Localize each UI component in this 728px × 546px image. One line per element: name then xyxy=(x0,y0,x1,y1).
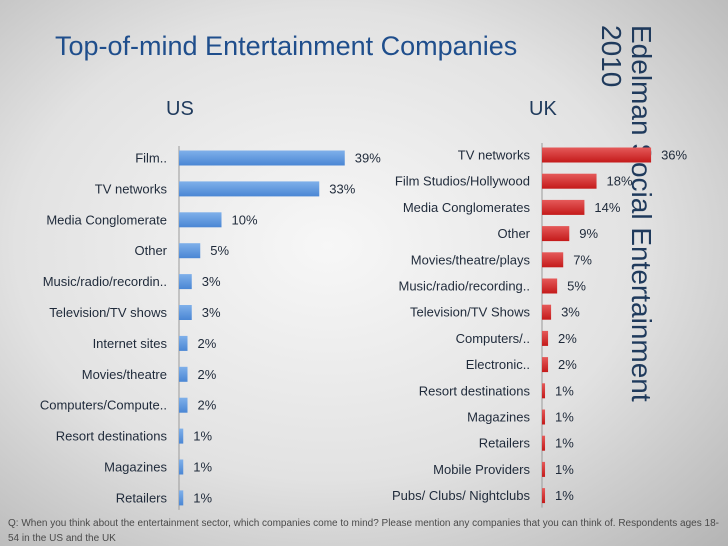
uk-bar xyxy=(542,226,570,242)
uk-category-label: Movies/theatre/plays xyxy=(411,252,531,267)
uk-value-label: 18% xyxy=(607,174,633,189)
uk-bar xyxy=(542,304,552,320)
us-value-label: 5% xyxy=(210,243,229,258)
uk-value-label: 1% xyxy=(555,383,574,398)
us-category-label: Retailers xyxy=(116,490,168,505)
us-value-label: 1% xyxy=(193,460,212,475)
uk-value-label: 1% xyxy=(555,410,574,425)
us-panel-title: US xyxy=(166,98,194,120)
uk-category-label: Computers/.. xyxy=(456,331,530,346)
uk-category-label: Magazines xyxy=(467,410,530,425)
us-category-label: Magazines xyxy=(104,460,167,475)
us-value-label: 1% xyxy=(193,490,212,505)
uk-panel-title: UK xyxy=(529,98,557,120)
page-title: Top-of-mind Entertainment Companies xyxy=(55,31,518,61)
us-bar xyxy=(179,305,192,320)
us-category-label: Internet sites xyxy=(93,336,168,351)
us-category-label: Television/TV shows xyxy=(49,305,167,320)
uk-category-label: TV networks xyxy=(458,148,531,163)
us-value-label: 1% xyxy=(193,429,212,444)
uk-bar xyxy=(542,409,546,425)
us-bar xyxy=(179,274,192,290)
uk-category-label: Retailers xyxy=(479,436,531,451)
us-value-label: 2% xyxy=(198,367,217,382)
uk-value-label: 1% xyxy=(555,436,574,451)
us-category-label: Movies/theatre xyxy=(82,367,167,382)
us-value-label: 2% xyxy=(198,336,217,351)
uk-category-label: Television/TV Shows xyxy=(410,305,530,320)
uk-bar xyxy=(542,199,585,215)
us-bar xyxy=(179,366,188,382)
uk-value-label: 9% xyxy=(579,226,598,241)
us-bar xyxy=(179,335,188,351)
uk-value-label: 2% xyxy=(558,357,577,372)
uk-bar xyxy=(542,488,546,504)
us-value-label: 39% xyxy=(355,151,381,166)
uk-value-label: 1% xyxy=(555,488,574,503)
uk-category-label: Film Studios/Hollywood xyxy=(395,174,530,189)
uk-bar xyxy=(542,357,549,373)
uk-category-label: Other xyxy=(497,226,530,241)
us-value-label: 3% xyxy=(202,305,221,320)
uk-value-label: 1% xyxy=(555,462,574,477)
us-value-label: 3% xyxy=(202,274,221,289)
uk-bar xyxy=(542,252,564,268)
uk-value-label: 3% xyxy=(561,305,580,320)
us-bar xyxy=(179,150,345,166)
us-bar xyxy=(179,181,320,197)
uk-category-label: Electronic.. xyxy=(466,357,530,372)
us-category-label: Music/radio/recordin.. xyxy=(43,274,167,289)
uk-bar xyxy=(542,173,597,189)
us-category-label: Media Conglomerate xyxy=(46,212,167,227)
uk-bar xyxy=(542,435,546,451)
uk-value-label: 2% xyxy=(558,331,577,346)
footnote: Q: When you think about the entertainmen… xyxy=(8,518,719,544)
us-bar xyxy=(179,428,184,444)
uk-bar xyxy=(542,383,546,399)
us-bar xyxy=(179,490,184,506)
us-value-label: 33% xyxy=(329,181,355,196)
us-value-label: 10% xyxy=(232,212,258,227)
us-category-label: Film.. xyxy=(135,151,167,166)
uk-value-label: 5% xyxy=(567,279,586,294)
us-category-label: TV networks xyxy=(95,181,168,196)
uk-value-label: 14% xyxy=(594,200,620,215)
us-bar xyxy=(179,397,188,413)
uk-category-label: Resort destinations xyxy=(419,383,531,398)
uk-bar xyxy=(542,147,652,163)
us-bar xyxy=(179,243,201,259)
us-category-label: Resort destinations xyxy=(56,429,168,444)
uk-value-label: 36% xyxy=(661,148,687,163)
uk-bar xyxy=(542,278,558,294)
us-category-label: Computers/Compute.. xyxy=(40,398,167,413)
uk-category-label: Music/radio/recording.. xyxy=(399,279,531,294)
us-value-label: 2% xyxy=(198,398,217,413)
uk-category-label: Pubs/ Clubs/ Nightclubs xyxy=(392,488,531,503)
uk-bar xyxy=(542,461,546,477)
uk-category-label: Media Conglomerates xyxy=(403,200,531,215)
us-bar xyxy=(179,212,222,228)
us-bar xyxy=(179,459,184,475)
uk-value-label: 7% xyxy=(573,252,592,267)
uk-category-label: Mobile Providers xyxy=(433,462,530,477)
us-category-label: Other xyxy=(134,243,167,258)
uk-bar xyxy=(542,330,549,346)
